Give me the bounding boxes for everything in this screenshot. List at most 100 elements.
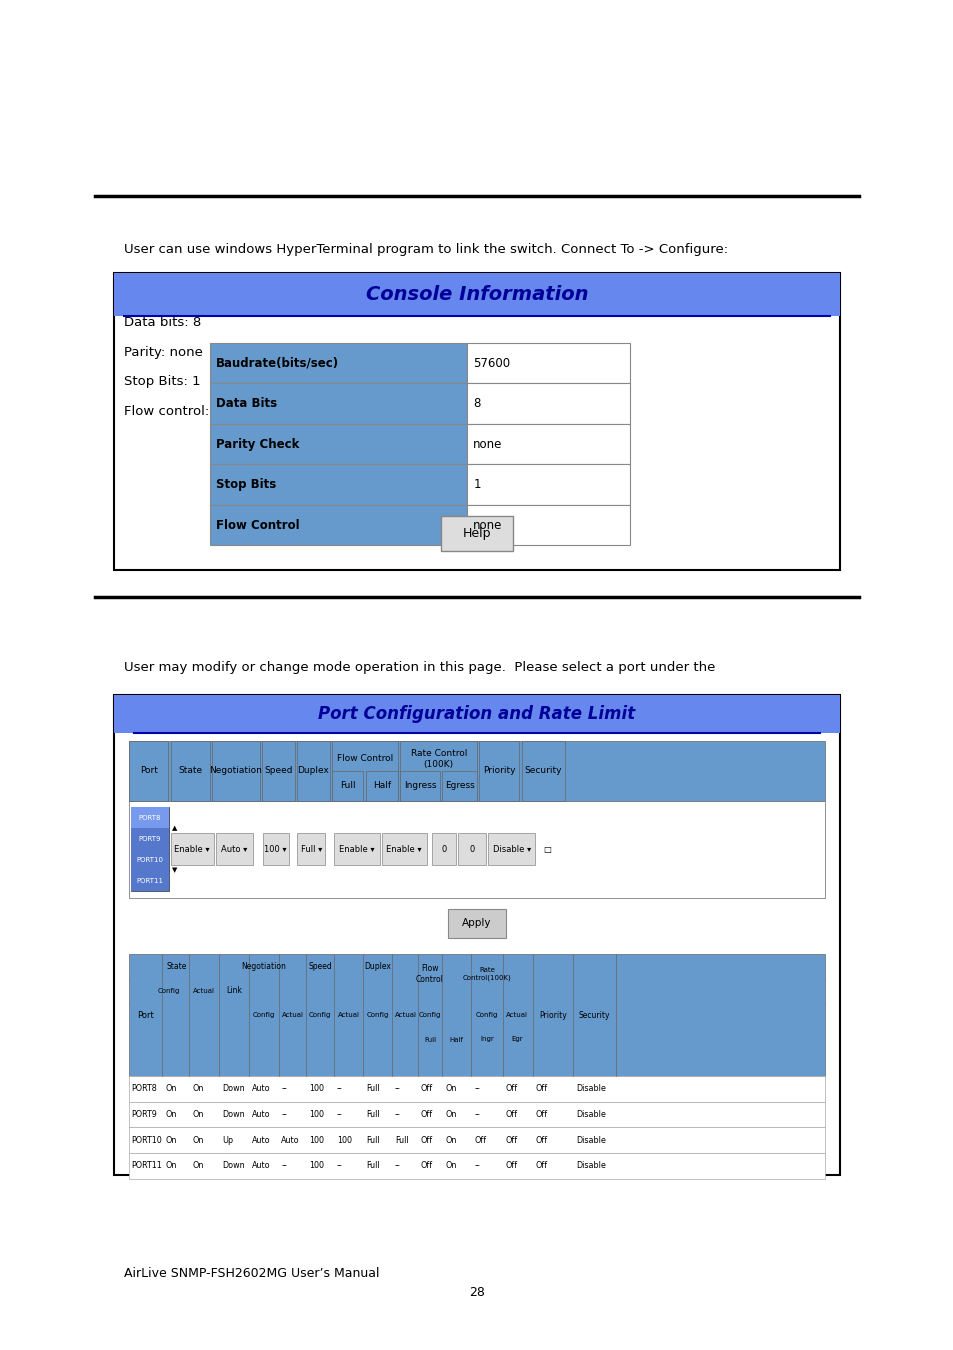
Text: Actual: Actual bbox=[193, 988, 215, 994]
Text: State: State bbox=[178, 767, 202, 775]
Text: Auto: Auto bbox=[281, 1135, 299, 1145]
FancyBboxPatch shape bbox=[114, 695, 839, 733]
Text: --: -- bbox=[281, 1110, 287, 1119]
Text: Rate Control
(100K): Rate Control (100K) bbox=[410, 749, 466, 768]
Text: Off: Off bbox=[535, 1161, 547, 1170]
Text: --: -- bbox=[395, 1161, 400, 1170]
Text: Actual: Actual bbox=[281, 1012, 303, 1018]
FancyBboxPatch shape bbox=[432, 833, 456, 865]
Text: Bits per seconds: 57600: Bits per seconds: 57600 bbox=[124, 286, 285, 300]
FancyBboxPatch shape bbox=[131, 807, 169, 829]
Text: Negotiation: Negotiation bbox=[241, 963, 286, 971]
Text: Down: Down bbox=[222, 1084, 245, 1094]
Text: Egr: Egr bbox=[511, 1037, 522, 1042]
FancyBboxPatch shape bbox=[467, 343, 629, 383]
Text: Off: Off bbox=[420, 1084, 433, 1094]
Text: Half: Half bbox=[373, 782, 391, 790]
Text: 100 ▾: 100 ▾ bbox=[264, 845, 287, 853]
Text: Flow control: none: Flow control: none bbox=[124, 405, 247, 418]
Text: none: none bbox=[473, 437, 502, 451]
Text: --: -- bbox=[281, 1084, 287, 1094]
Text: Link: Link bbox=[226, 987, 242, 995]
Text: Enable ▾: Enable ▾ bbox=[386, 845, 421, 853]
Text: Config: Config bbox=[476, 1012, 497, 1018]
Text: 0: 0 bbox=[441, 845, 446, 853]
FancyBboxPatch shape bbox=[210, 505, 467, 545]
FancyBboxPatch shape bbox=[129, 741, 169, 801]
Text: Off: Off bbox=[535, 1110, 547, 1119]
Text: Priority: Priority bbox=[538, 1011, 566, 1019]
Text: On: On bbox=[165, 1084, 176, 1094]
Text: Speed: Speed bbox=[308, 963, 332, 971]
Text: --: -- bbox=[336, 1084, 342, 1094]
FancyBboxPatch shape bbox=[365, 771, 398, 801]
FancyBboxPatch shape bbox=[131, 849, 169, 871]
Text: --: -- bbox=[336, 1161, 342, 1170]
Text: Flow Control: Flow Control bbox=[336, 755, 393, 764]
FancyBboxPatch shape bbox=[467, 464, 629, 505]
FancyBboxPatch shape bbox=[297, 833, 325, 865]
Text: Full: Full bbox=[366, 1110, 379, 1119]
FancyBboxPatch shape bbox=[440, 516, 513, 551]
Text: Config: Config bbox=[366, 1012, 389, 1018]
Text: Full ▾: Full ▾ bbox=[300, 845, 321, 853]
Text: Off: Off bbox=[505, 1135, 517, 1145]
Text: Egress: Egress bbox=[444, 782, 474, 790]
Text: Duplex: Duplex bbox=[297, 767, 329, 775]
FancyBboxPatch shape bbox=[114, 695, 839, 1174]
Text: Full: Full bbox=[395, 1135, 408, 1145]
Text: Parity Check: Parity Check bbox=[215, 437, 298, 451]
Text: PORT8: PORT8 bbox=[132, 1084, 157, 1094]
Text: Baudrate(bits/sec): Baudrate(bits/sec) bbox=[215, 356, 338, 370]
FancyBboxPatch shape bbox=[129, 1127, 824, 1153]
Text: Disable: Disable bbox=[576, 1110, 605, 1119]
FancyBboxPatch shape bbox=[400, 741, 476, 801]
FancyBboxPatch shape bbox=[262, 833, 289, 865]
Text: Negotiation: Negotiation bbox=[210, 767, 262, 775]
Text: Data Bits: Data Bits bbox=[215, 397, 276, 410]
FancyBboxPatch shape bbox=[215, 833, 253, 865]
Text: Flow
Control: Flow Control bbox=[416, 964, 443, 984]
Text: 100: 100 bbox=[309, 1161, 324, 1170]
Text: 100: 100 bbox=[336, 1135, 352, 1145]
FancyBboxPatch shape bbox=[488, 833, 535, 865]
Text: 28: 28 bbox=[469, 1285, 484, 1299]
Text: Auto: Auto bbox=[252, 1135, 271, 1145]
FancyBboxPatch shape bbox=[210, 464, 467, 505]
Text: --: -- bbox=[281, 1161, 287, 1170]
Text: Priority: Priority bbox=[482, 767, 515, 775]
Text: Disable: Disable bbox=[576, 1135, 605, 1145]
Text: Down: Down bbox=[222, 1110, 245, 1119]
Text: ▼: ▼ bbox=[172, 867, 177, 873]
Text: Off: Off bbox=[505, 1084, 517, 1094]
FancyBboxPatch shape bbox=[210, 383, 467, 424]
Text: “Port” field and modify the port configuration in the subsequent field.: “Port” field and modify the port configu… bbox=[124, 694, 589, 707]
Text: On: On bbox=[165, 1110, 176, 1119]
Text: PORT8: PORT8 bbox=[138, 815, 161, 821]
Text: Auto ▾: Auto ▾ bbox=[221, 845, 247, 853]
Text: Off: Off bbox=[474, 1135, 486, 1145]
FancyBboxPatch shape bbox=[442, 771, 476, 801]
Text: 100: 100 bbox=[309, 1110, 324, 1119]
Text: On: On bbox=[193, 1161, 203, 1170]
Text: On: On bbox=[444, 1084, 456, 1094]
Text: Full: Full bbox=[366, 1135, 379, 1145]
Text: 8: 8 bbox=[473, 397, 480, 410]
FancyBboxPatch shape bbox=[261, 741, 294, 801]
Text: Auto: Auto bbox=[252, 1161, 271, 1170]
Text: Full: Full bbox=[366, 1161, 379, 1170]
Text: Full: Full bbox=[339, 782, 355, 790]
Text: Port Configuration and Rate Limit: Port Configuration and Rate Limit bbox=[318, 705, 635, 724]
Text: 1: 1 bbox=[473, 478, 480, 491]
Text: Up: Up bbox=[222, 1135, 233, 1145]
FancyBboxPatch shape bbox=[129, 801, 824, 898]
FancyBboxPatch shape bbox=[114, 273, 839, 316]
Text: User may modify or change mode operation in this page.  Please select a port und: User may modify or change mode operation… bbox=[124, 662, 715, 675]
Text: Data bits: 8: Data bits: 8 bbox=[124, 316, 201, 329]
Text: Off: Off bbox=[420, 1161, 433, 1170]
Text: Actual: Actual bbox=[395, 1012, 416, 1018]
Text: On: On bbox=[193, 1084, 203, 1094]
FancyBboxPatch shape bbox=[213, 741, 259, 801]
FancyBboxPatch shape bbox=[448, 909, 505, 938]
Text: Off: Off bbox=[535, 1135, 547, 1145]
